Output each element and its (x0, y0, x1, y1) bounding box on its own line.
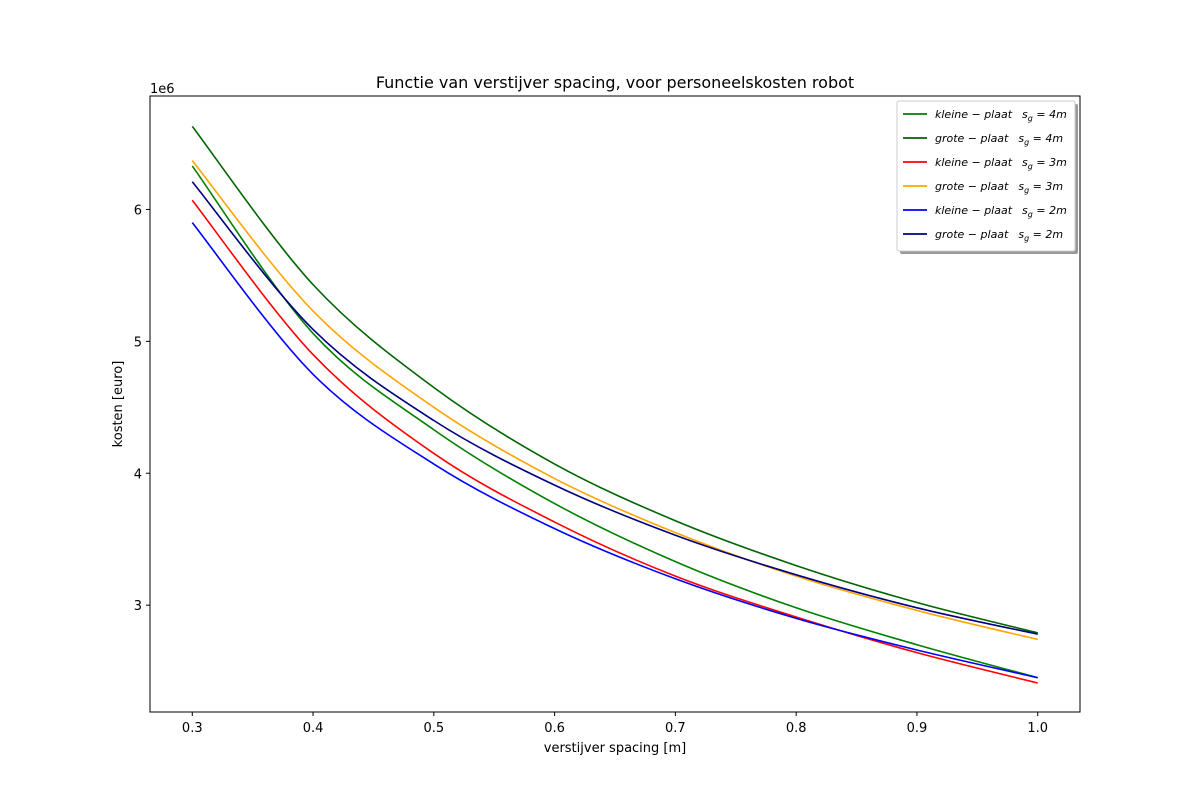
y-tick-label: 4 (134, 467, 142, 482)
legend-box (896, 100, 1076, 252)
series-line-6 (191, 181, 1038, 635)
y-axis-label: kosten [euro] (111, 361, 126, 448)
x-tick-label: 0.8 (786, 721, 807, 736)
axes-frame (149, 95, 1081, 713)
plot-lines (191, 125, 1038, 684)
legend-label: grote − plaat sg = 4m (935, 132, 1063, 147)
legend: kleine − plaat sg = 4m grote − plaat sg = 4… (896, 100, 1078, 254)
y-tick-label: 3 (134, 599, 142, 614)
series-line-3 (191, 199, 1038, 684)
legend-label: kleine − plaat sg = 3m (935, 156, 1067, 171)
legend-label: grote − plaat sg = 3m (935, 180, 1063, 195)
x-tick-label: 0.7 (665, 721, 686, 736)
legend-label: kleine − plaat sg = 4m (935, 108, 1067, 123)
series-line-1 (191, 165, 1038, 679)
x-tick-label: 0.9 (907, 721, 928, 736)
x-tick-label: 0.3 (182, 721, 203, 736)
y-axis-offset-label: 1e6 (150, 82, 175, 97)
series-line-4 (191, 160, 1038, 641)
legend-label: kleine − plaat sg = 2m (935, 204, 1067, 219)
x-tick-label: 0.4 (303, 721, 324, 736)
y-tick-label: 5 (134, 335, 142, 350)
series-line-5 (191, 222, 1038, 679)
chart-title: Functie van verstijver spacing, voor per… (376, 73, 854, 92)
x-tick-label: 0.6 (544, 721, 565, 736)
series-line-2 (191, 125, 1038, 634)
y-axis-ticks: 3 4 5 6 (134, 203, 150, 614)
x-tick-label: 1.0 (1027, 721, 1048, 736)
legend-label: grote − plaat sg = 2m (935, 228, 1063, 243)
x-axis-ticks: 0.3 0.4 0.5 0.6 0.7 0.8 0.9 1.0 (182, 712, 1048, 736)
x-axis-label: verstijver spacing [m] (544, 741, 686, 756)
x-tick-label: 0.5 (423, 721, 444, 736)
y-tick-label: 6 (134, 203, 142, 218)
